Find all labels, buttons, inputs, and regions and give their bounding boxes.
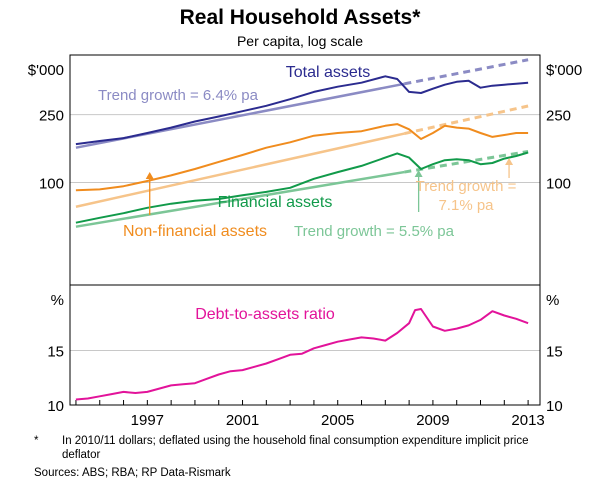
y-tick-top-250-left: 250 bbox=[39, 108, 64, 125]
footnote-marker: * bbox=[34, 435, 39, 447]
label-debt-to-assets: Debt-to-assets ratio bbox=[195, 306, 335, 323]
label-total-assets: Total assets bbox=[286, 64, 370, 81]
y-unit-bottom-left: % bbox=[51, 292, 64, 309]
x-tick-label-2009: 2009 bbox=[416, 412, 449, 429]
y-unit-bottom-right: % bbox=[546, 292, 559, 309]
label-financial-assets: Financial assets bbox=[218, 194, 333, 211]
y-tick-top-100-right: 100 bbox=[546, 175, 571, 192]
y-tick-top-250-right: 250 bbox=[546, 108, 571, 125]
x-tick-label-2005: 2005 bbox=[321, 412, 354, 429]
fin-trend-arrow-head bbox=[414, 170, 423, 177]
label-trend-nonfin-line2: 7.1% pa bbox=[438, 197, 494, 214]
x-tick-label-1997: 1997 bbox=[131, 412, 164, 429]
trend-line-dashed-0 bbox=[404, 58, 529, 86]
y-tick-bottom-15-right: 15 bbox=[546, 343, 563, 360]
y-tick-bottom-15-left: 15 bbox=[47, 343, 64, 360]
series-line-2 bbox=[75, 151, 529, 224]
x-tick-label-2013: 2013 bbox=[511, 412, 544, 429]
plot-frame bbox=[69, 54, 541, 406]
y-unit-top-left: $'000 bbox=[28, 62, 64, 79]
y-tick-bottom-10-left: 10 bbox=[47, 398, 64, 415]
sources-note: Sources: ABS; RBA; RP Data-Rismark bbox=[34, 467, 231, 479]
nonfin-arrow-head bbox=[145, 172, 154, 179]
chart-subtitle: Per capita, log scale bbox=[236, 33, 364, 49]
nonfin-trend-arrow-head bbox=[505, 158, 514, 165]
trend-line-solid-1 bbox=[75, 132, 405, 208]
label-nonfinancial-assets: Non-financial assets bbox=[123, 223, 267, 240]
series-line-1 bbox=[75, 123, 529, 192]
series-line-0 bbox=[75, 75, 529, 146]
label-trend-nonfin-line1: Trend growth = bbox=[416, 178, 517, 195]
ratio-line-0 bbox=[75, 308, 529, 401]
trend-line-dashed-2 bbox=[404, 149, 529, 174]
trend-line-solid-2 bbox=[75, 170, 405, 228]
x-tick-label-2001: 2001 bbox=[226, 412, 259, 429]
y-tick-top-100-left: 100 bbox=[39, 175, 64, 192]
label-trend-total: Trend growth = 6.4% pa bbox=[98, 87, 259, 104]
y-tick-bottom-10-right: 10 bbox=[546, 398, 563, 415]
footnote-text: In 2010/11 dollars; deflated using the h… bbox=[62, 435, 529, 461]
label-trend-financial: Trend growth = 5.5% pa bbox=[294, 223, 455, 240]
chart-title: Real Household Assets* bbox=[179, 6, 421, 29]
y-unit-top-right: $'000 bbox=[546, 62, 582, 79]
trend-line-dashed-1 bbox=[404, 104, 529, 136]
